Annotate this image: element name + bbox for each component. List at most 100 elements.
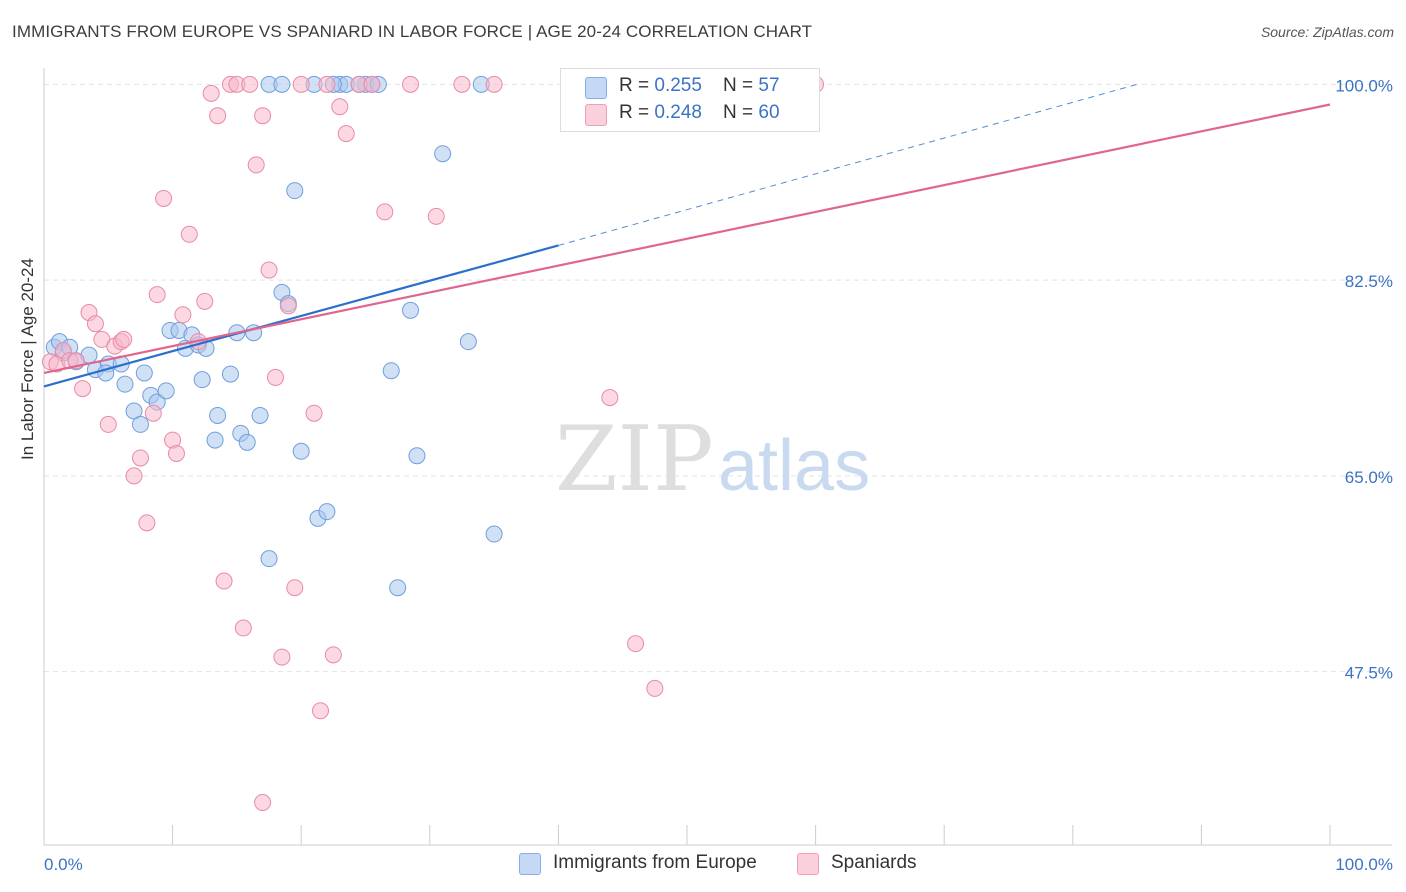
point-spaniards — [155, 189, 173, 207]
trend-line-spaniards — [43, 103, 1331, 375]
point-europe — [382, 362, 400, 380]
point-europe — [434, 145, 452, 163]
point-spaniards — [279, 297, 297, 315]
point-spaniards — [337, 125, 355, 143]
point-spaniards — [167, 445, 185, 462]
y-tick-label: 47.5% — [1345, 664, 1393, 683]
bottom-legend-swatch-europe — [519, 853, 541, 875]
point-europe — [292, 442, 310, 460]
point-europe — [408, 447, 426, 465]
point-spaniards — [260, 261, 278, 279]
point-spaniards — [266, 368, 284, 386]
chart-title: IMMIGRANTS FROM EUROPE VS SPANIARD IN LA… — [12, 22, 813, 41]
point-spaniards — [318, 75, 336, 93]
legend-n-label: N = — [723, 75, 759, 96]
point-spaniards — [138, 514, 156, 532]
trend-line-europe — [43, 244, 559, 388]
point-spaniards — [115, 330, 133, 348]
legend-n-label: N = — [723, 102, 759, 123]
point-spaniards — [174, 306, 192, 324]
point-spaniards — [254, 793, 272, 811]
point-spaniards — [427, 207, 445, 225]
point-spaniards — [148, 286, 166, 304]
y-tick-label: 100.0% — [1335, 76, 1393, 95]
point-spaniards — [601, 389, 619, 407]
point-europe — [459, 333, 477, 351]
point-europe — [286, 182, 304, 200]
point-spaniards — [363, 75, 381, 93]
point-europe — [273, 75, 291, 93]
point-europe — [135, 364, 153, 382]
axes — [43, 68, 1392, 846]
point-spaniards — [125, 467, 143, 485]
point-spaniards — [202, 84, 220, 102]
point-spaniards — [99, 415, 117, 433]
legend-swatch-spaniards — [585, 104, 607, 126]
watermark-atlas: atlas — [718, 426, 870, 506]
point-europe — [402, 301, 420, 319]
point-europe — [221, 365, 239, 383]
watermark-zip: ZIP — [555, 407, 714, 512]
legend-swatch-europe — [585, 77, 607, 99]
x-tick-label: 100.0% — [1335, 855, 1393, 874]
point-europe — [157, 382, 175, 400]
point-europe — [389, 579, 407, 597]
trend-lines — [43, 83, 1331, 388]
point-spaniards — [292, 75, 310, 93]
point-spaniards — [247, 156, 265, 174]
point-spaniards — [311, 702, 329, 720]
point-spaniards — [286, 579, 304, 597]
point-spaniards — [254, 107, 272, 125]
point-spaniards — [646, 679, 664, 697]
point-europe — [260, 550, 278, 568]
legend-n-value-spaniards: 60 — [758, 102, 780, 123]
point-europe — [209, 406, 227, 424]
bottom-legend-label-europe: Immigrants from Europe — [553, 852, 757, 873]
point-spaniards — [131, 449, 149, 467]
chart-source: Source: ZipAtlas.com — [1260, 24, 1394, 40]
x-tick-label: 0.0% — [44, 855, 83, 874]
point-spaniards — [273, 648, 291, 666]
point-europe — [485, 525, 503, 543]
bottom-legend-label-spaniards: Spaniards — [831, 852, 917, 873]
point-spaniards — [209, 107, 227, 125]
point-spaniards — [324, 646, 342, 664]
point-europe — [131, 415, 149, 433]
point-europe — [193, 371, 211, 389]
legend-n-value-europe: 57 — [758, 75, 780, 96]
y-tick-label: 82.5% — [1345, 272, 1393, 291]
x-tick-labels: 0.0% 100.0% — [44, 855, 1393, 874]
point-europe — [206, 431, 224, 449]
point-europe — [251, 406, 269, 424]
point-europe — [238, 433, 256, 451]
point-europe — [116, 375, 134, 393]
point-spaniards — [453, 75, 471, 93]
correlation-legend: R = 0.255 N = 57 R = 0.248 N = 60 — [560, 68, 820, 132]
point-spaniards — [402, 75, 420, 93]
scatter-points — [41, 75, 825, 811]
point-spaniards — [331, 98, 349, 116]
point-spaniards — [485, 75, 503, 93]
watermark: ZIP atlas — [555, 407, 870, 512]
legend-r-label: R = — [619, 102, 655, 123]
point-spaniards — [196, 292, 214, 310]
grid-lines — [44, 83, 1392, 673]
y-axis-label: In Labor Force | Age 20-24 — [18, 258, 37, 460]
point-spaniards — [144, 404, 162, 422]
y-tick-labels: 47.5% 65.0% 82.5% 100.0% — [1335, 76, 1393, 682]
legend-r-value-spaniards: 0.248 — [654, 102, 702, 123]
point-spaniards — [305, 404, 323, 422]
point-spaniards — [74, 380, 92, 398]
point-spaniards — [376, 203, 394, 221]
point-spaniards — [215, 572, 233, 590]
trend-line-europe-extension — [558, 83, 1138, 246]
point-spaniards — [180, 225, 198, 243]
point-spaniards — [86, 315, 104, 333]
point-europe — [318, 503, 336, 521]
point-spaniards — [241, 75, 259, 93]
legend-r-value-europe: 0.255 — [654, 75, 702, 96]
point-spaniards — [234, 619, 252, 637]
bottom-legend-swatch-spaniards — [797, 853, 819, 875]
legend-r-label: R = — [619, 75, 655, 96]
